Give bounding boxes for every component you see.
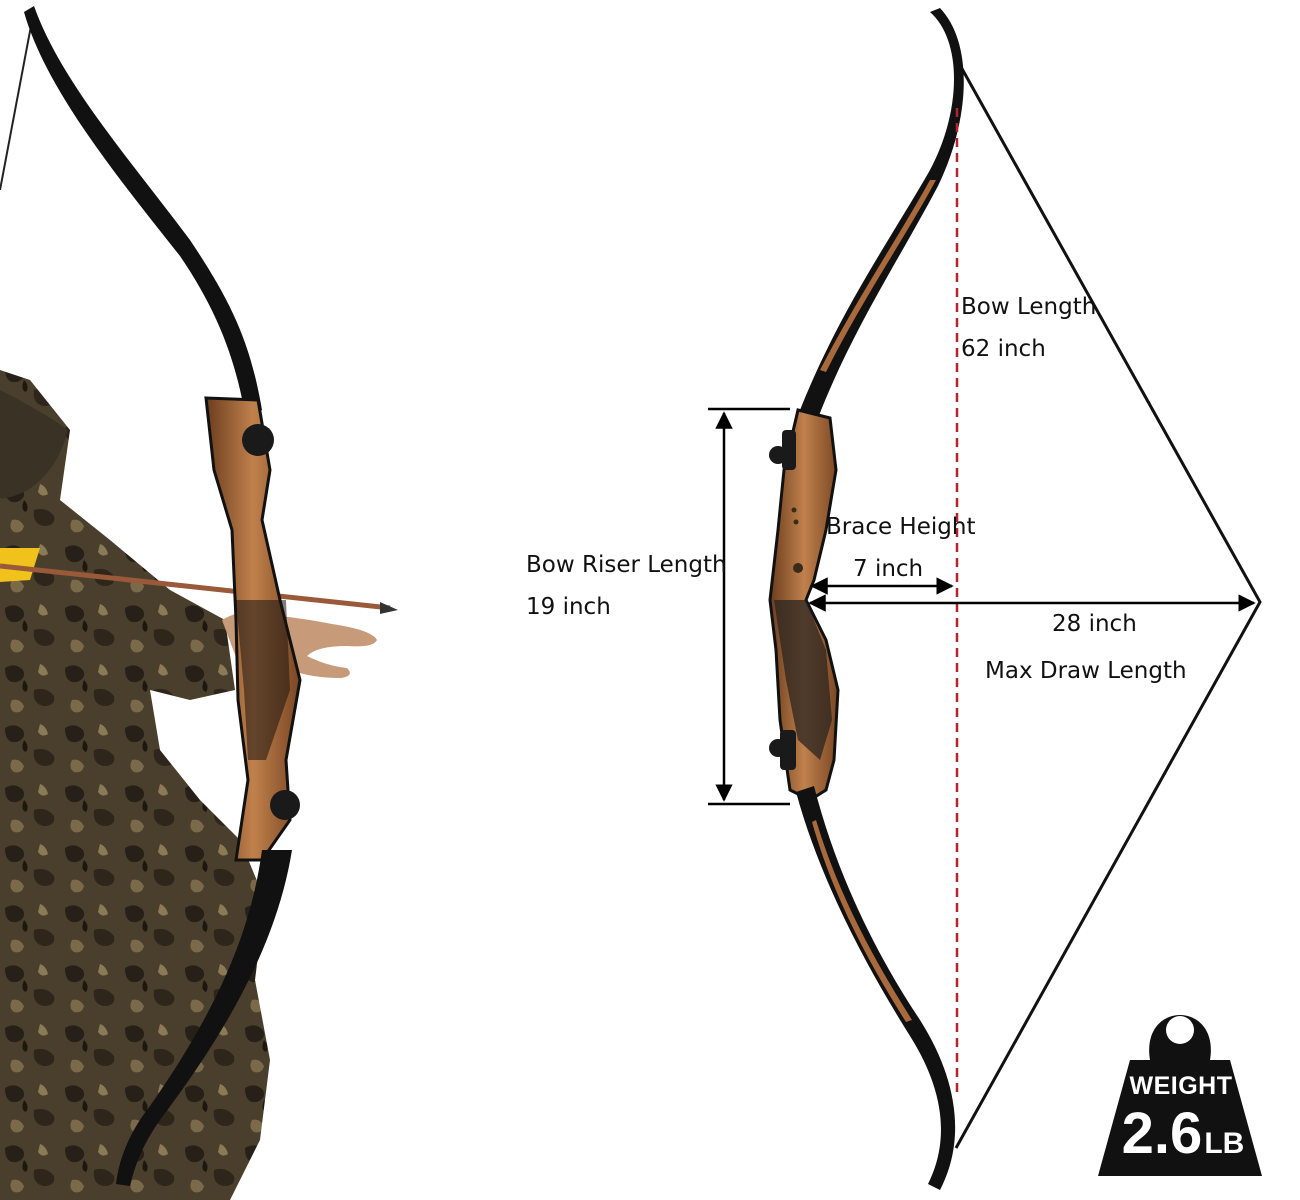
riser-screw-1: [791, 507, 797, 513]
riser-length-label: Bow Riser Length: [526, 552, 727, 578]
archer-photo: [0, 6, 398, 1200]
weight-label: WEIGHT: [1129, 1072, 1233, 1100]
riser-screw-2: [793, 519, 799, 525]
riser-bolt-upper: [769, 446, 787, 464]
arrow-fletching: [0, 548, 40, 582]
riser-length-value: 19 inch: [526, 594, 611, 620]
bow-spec-diagram: [708, 8, 1262, 1190]
arrow-shaft: [0, 563, 391, 611]
riser-limb-pocket-upper: [782, 430, 796, 470]
bow-length-label: Bow Length: [961, 294, 1097, 320]
lower-limb-wood-edge: [812, 820, 912, 1022]
weight-value: 2.6LB: [1108, 1104, 1258, 1164]
riser-bushing: [793, 563, 803, 573]
archer-hat: [0, 390, 68, 499]
riser-bolt-lower: [769, 739, 787, 757]
left-lower-limb: [116, 850, 292, 1186]
weight-icon: [1098, 1015, 1262, 1176]
weight-number: 2.6: [1121, 1101, 1203, 1166]
brace-height-label: Brace Height: [826, 514, 976, 540]
draw-length-label: Max Draw Length: [985, 658, 1187, 684]
left-bowstring: [0, 9, 35, 191]
archer-body: [0, 370, 270, 1200]
upper-limb: [800, 8, 964, 418]
limb-bolt-lower: [270, 790, 300, 820]
arrow-tip: [380, 602, 398, 614]
bow-length-value: 62 inch: [961, 336, 1046, 362]
draw-length-value: 28 inch: [1052, 611, 1137, 637]
weight-unit: LB: [1204, 1127, 1245, 1160]
upper-limb-wood-edge: [820, 180, 936, 372]
bowstring: [954, 57, 1262, 1149]
riser-grip: [774, 600, 832, 760]
brace-height-value: 7 inch: [853, 556, 924, 582]
left-upper-limb: [24, 6, 262, 420]
left-riser-grip: [236, 600, 290, 760]
limb-bolt-upper: [242, 424, 274, 456]
riser-limb-pocket-lower: [780, 730, 796, 770]
